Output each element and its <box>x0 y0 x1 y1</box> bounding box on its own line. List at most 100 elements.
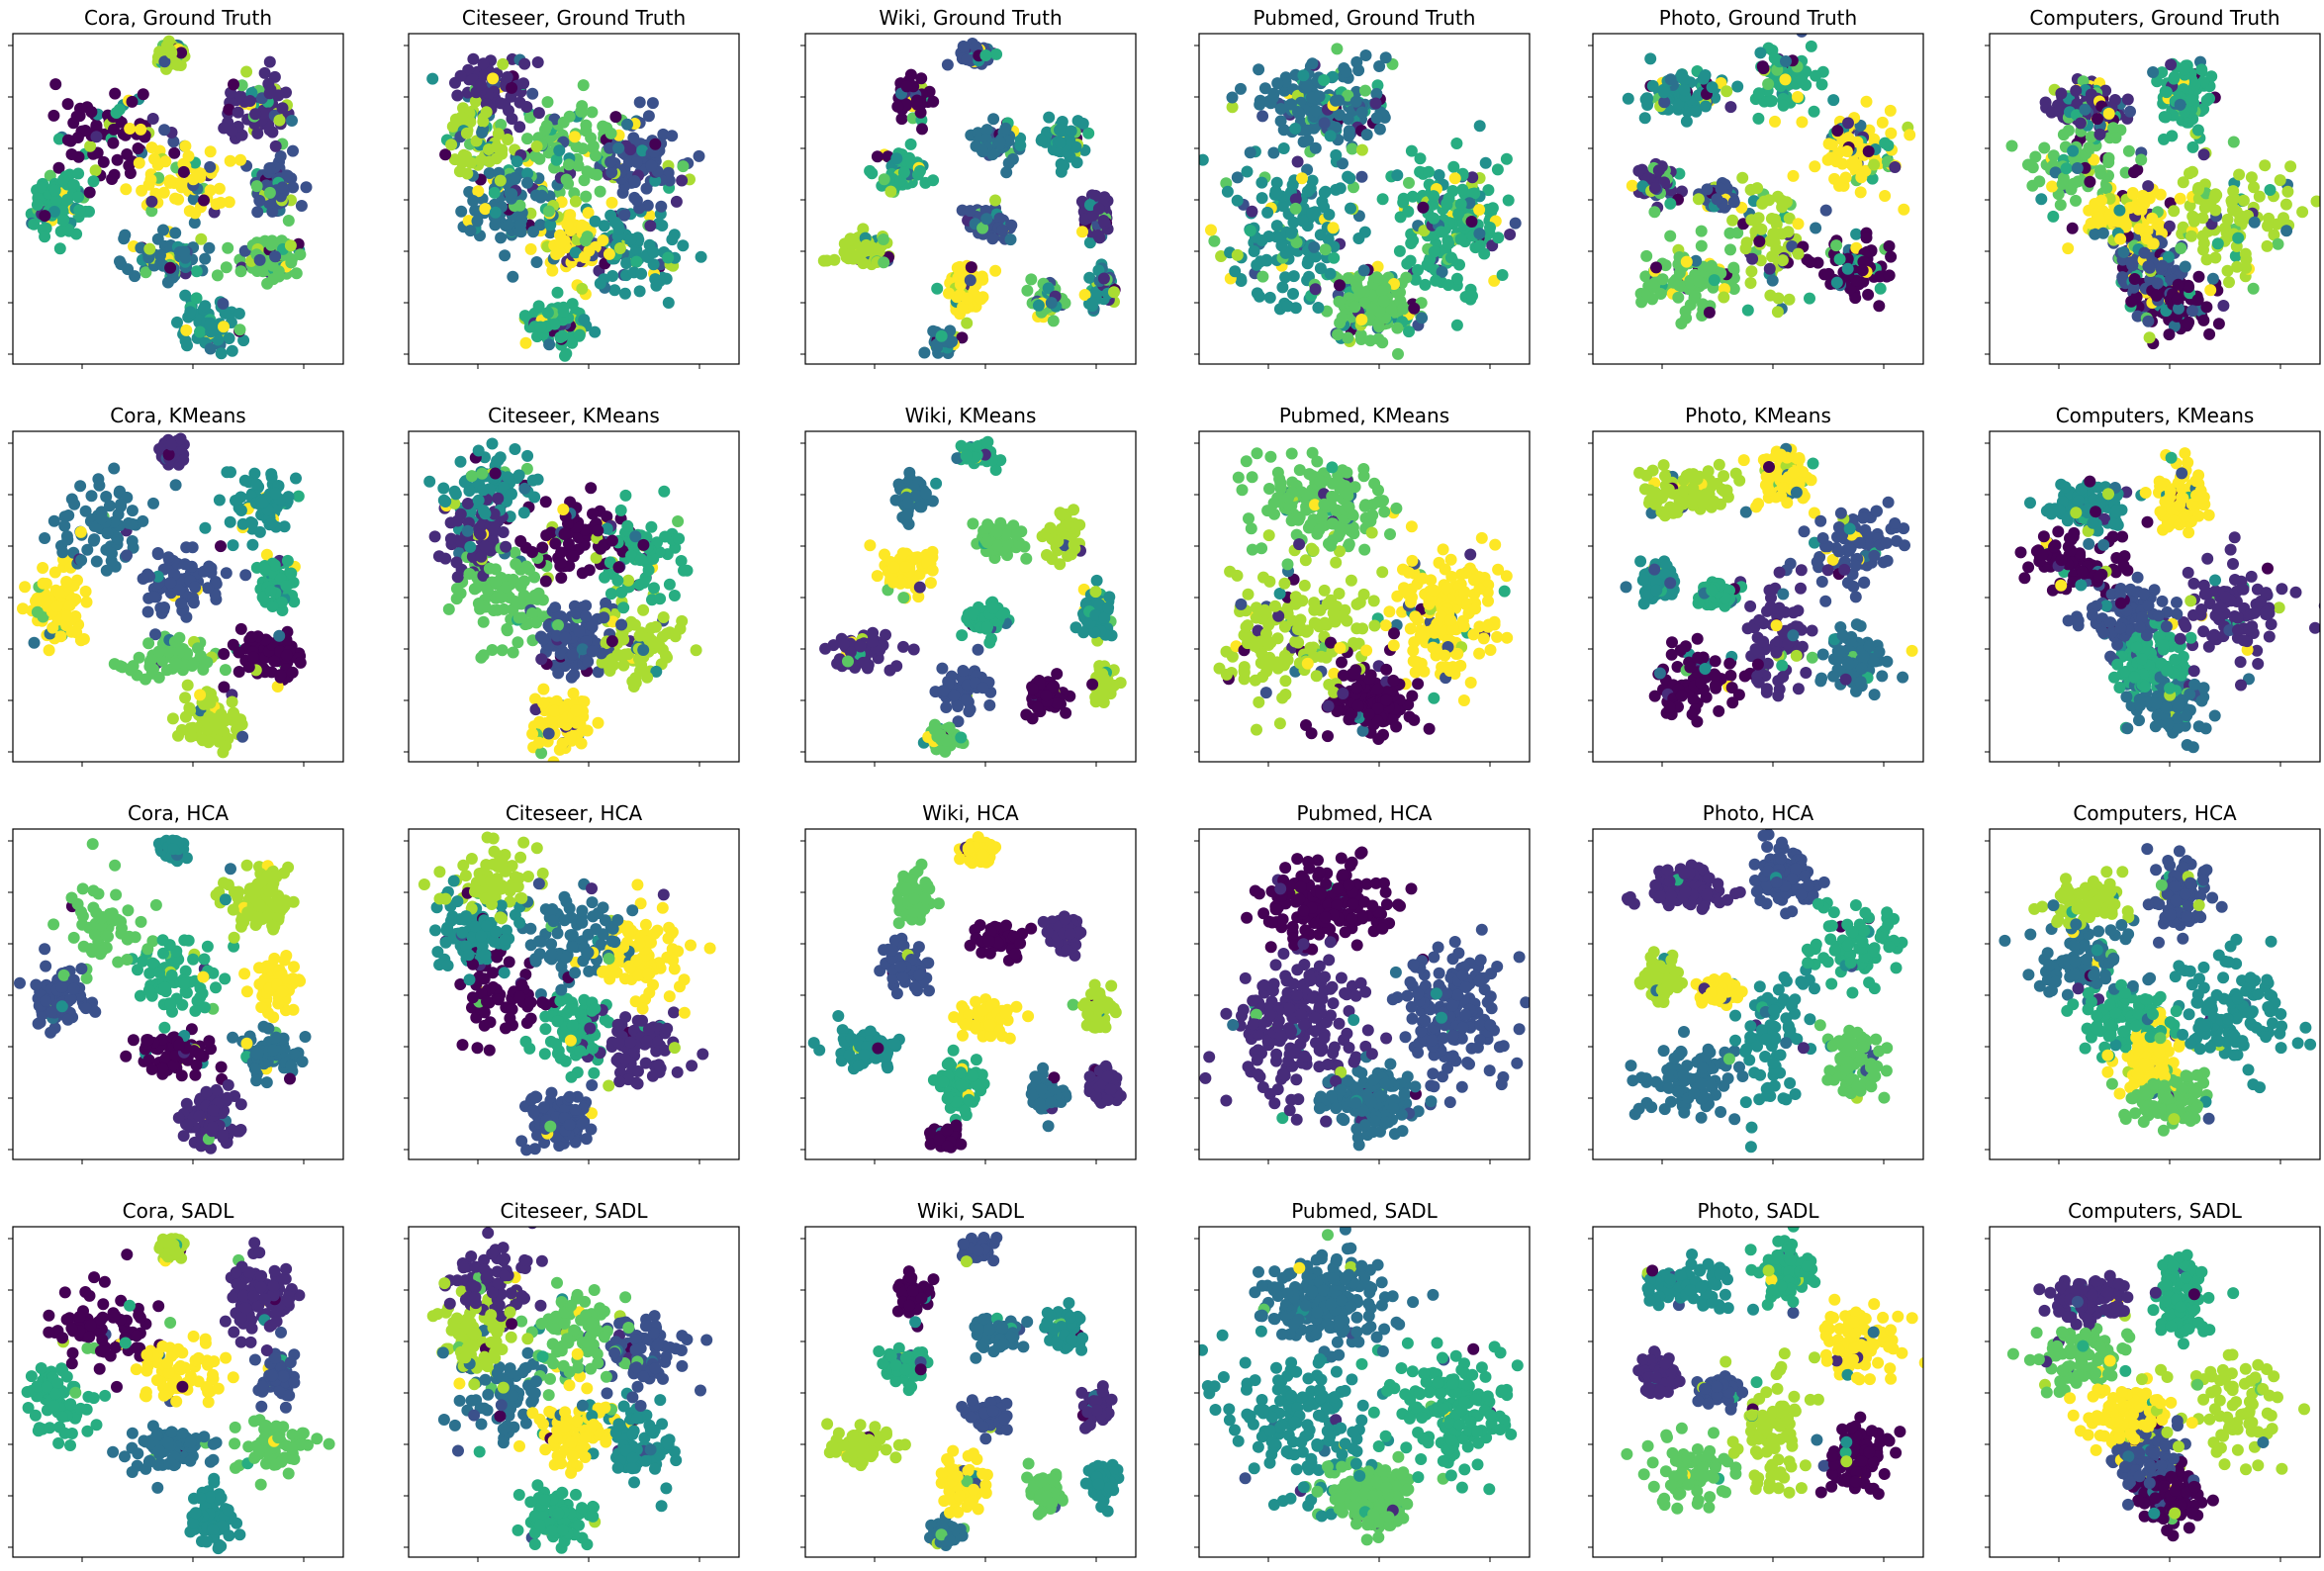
scatter-point <box>1825 139 1838 151</box>
scatter-point <box>31 605 44 618</box>
scatter-point <box>2096 227 2109 239</box>
scatter-point <box>1874 270 1887 283</box>
scatter-point <box>554 236 567 249</box>
scatter-point <box>633 96 646 109</box>
scatter-point <box>265 517 278 530</box>
scatter-point <box>1860 95 1873 108</box>
scatter-point <box>74 525 87 538</box>
scatter-point <box>1373 123 1386 136</box>
scatter-point <box>218 681 231 693</box>
scatter-point <box>1450 319 1463 331</box>
scatter-point <box>1289 123 1302 135</box>
scatter-point <box>541 96 554 109</box>
scatter-point <box>640 182 653 195</box>
scatter-point <box>2128 273 2141 285</box>
scatter-point <box>71 132 84 143</box>
scatter-point <box>2057 129 2070 141</box>
scatter-point <box>657 128 670 140</box>
scatter-point <box>996 224 1009 236</box>
scatter-point <box>1904 129 1916 141</box>
scatter-point <box>272 270 285 283</box>
scatter-point <box>1409 273 1422 286</box>
scatter-point <box>1441 279 1454 292</box>
scatter-point <box>477 115 490 128</box>
scatter-point <box>1488 274 1501 287</box>
scatter-point <box>2231 260 2244 273</box>
scatter-point <box>1534 231 1546 243</box>
scatter-point <box>1746 252 1759 265</box>
scatter-point <box>2158 133 2170 145</box>
scatter-point <box>1690 254 1703 267</box>
scatter-point <box>85 106 98 119</box>
scatter-point <box>1416 312 1429 324</box>
scatter-point <box>179 139 192 152</box>
scatter-point <box>492 128 505 140</box>
scatter-point <box>1741 304 1754 317</box>
scatter-point <box>80 596 93 608</box>
scatter-point <box>1764 289 1777 302</box>
scatter-point <box>2229 249 2242 262</box>
scatter-point <box>1199 153 1209 166</box>
scatter-point <box>109 87 122 100</box>
scatter-point <box>513 121 526 134</box>
scatter-point <box>1279 71 1292 84</box>
scatter-point <box>1412 263 1424 276</box>
scatter-point <box>918 346 931 359</box>
scatter-point <box>2092 113 2103 126</box>
scatter-point <box>2172 278 2185 291</box>
scatter-point <box>108 123 120 136</box>
scatter-point <box>518 57 531 70</box>
scatter-point <box>489 219 502 231</box>
scatter-point <box>1889 161 1902 173</box>
scatter-point <box>151 548 164 561</box>
scatter-point <box>67 179 80 191</box>
scatter-point <box>1828 172 1841 185</box>
scatter-point <box>1769 213 1782 226</box>
scatter-point <box>1373 60 1386 72</box>
scatter-point <box>1764 234 1777 247</box>
scatter-point <box>269 139 282 152</box>
scatter-point <box>961 292 974 305</box>
scatter-point <box>915 72 928 85</box>
scatter-point <box>204 145 217 158</box>
scatter-point <box>990 47 1003 60</box>
scatter-point <box>2208 192 2221 204</box>
scatter-point <box>142 637 155 650</box>
scatter-point <box>175 597 187 609</box>
scatter-point <box>604 155 617 168</box>
scatter-point <box>97 155 110 168</box>
scatter-point <box>1355 143 1368 156</box>
scatter-point <box>52 133 65 145</box>
scatter-point <box>2191 124 2204 137</box>
scatter-point <box>1857 255 1870 268</box>
scatter-point <box>2217 300 2230 312</box>
scatter-point <box>495 97 508 110</box>
scatter-point <box>636 144 649 157</box>
scatter-point <box>1231 171 1244 184</box>
scatter-point <box>475 78 488 91</box>
scatter-point <box>210 198 223 211</box>
scatter-point <box>266 601 279 612</box>
scatter-point <box>1313 90 1326 103</box>
scatter-point <box>2060 162 2073 175</box>
scatter-point <box>633 285 646 298</box>
scatter-point <box>187 193 200 206</box>
scatter-point <box>605 166 618 179</box>
scatter-point <box>1342 170 1354 183</box>
scatter-point <box>900 80 913 93</box>
scatter-point <box>2114 232 2127 245</box>
scatter-point <box>1766 274 1779 287</box>
scatter-point <box>1400 271 1413 284</box>
scatter-point <box>1042 282 1055 295</box>
scatter-point <box>1391 169 1404 182</box>
panels-group: Cora, Ground Truth Citeseer, Ground Truth… <box>8 6 2321 1562</box>
scatter-point <box>1856 264 1869 277</box>
scatter-point <box>2138 246 2151 259</box>
scatter-point <box>1771 306 1784 319</box>
scatter-point <box>559 349 571 362</box>
scatter-point <box>1370 112 1383 125</box>
scatter-point <box>2274 174 2286 187</box>
scatter-point <box>73 204 86 217</box>
scatter-point <box>1402 205 1415 218</box>
